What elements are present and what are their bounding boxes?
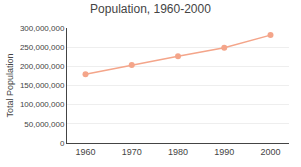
svg-text:300,000,000: 300,000,000: [20, 24, 65, 33]
svg-text:1960: 1960: [75, 147, 95, 157]
svg-text:Total Population: Total Population: [5, 53, 15, 117]
svg-text:1970: 1970: [122, 147, 142, 157]
svg-text:1980: 1980: [168, 147, 188, 157]
svg-text:150,000,000: 150,000,000: [20, 81, 65, 90]
svg-text:Population, 1960-2000: Population, 1960-2000: [90, 2, 211, 16]
svg-text:100,000,000: 100,000,000: [20, 100, 65, 109]
svg-text:200,000,000: 200,000,000: [20, 62, 65, 71]
svg-text:50,000,000: 50,000,000: [24, 120, 65, 129]
svg-text:250,000,000: 250,000,000: [20, 43, 65, 52]
svg-text:2000: 2000: [260, 147, 280, 157]
svg-text:0: 0: [60, 139, 65, 148]
svg-text:1990: 1990: [214, 147, 234, 157]
